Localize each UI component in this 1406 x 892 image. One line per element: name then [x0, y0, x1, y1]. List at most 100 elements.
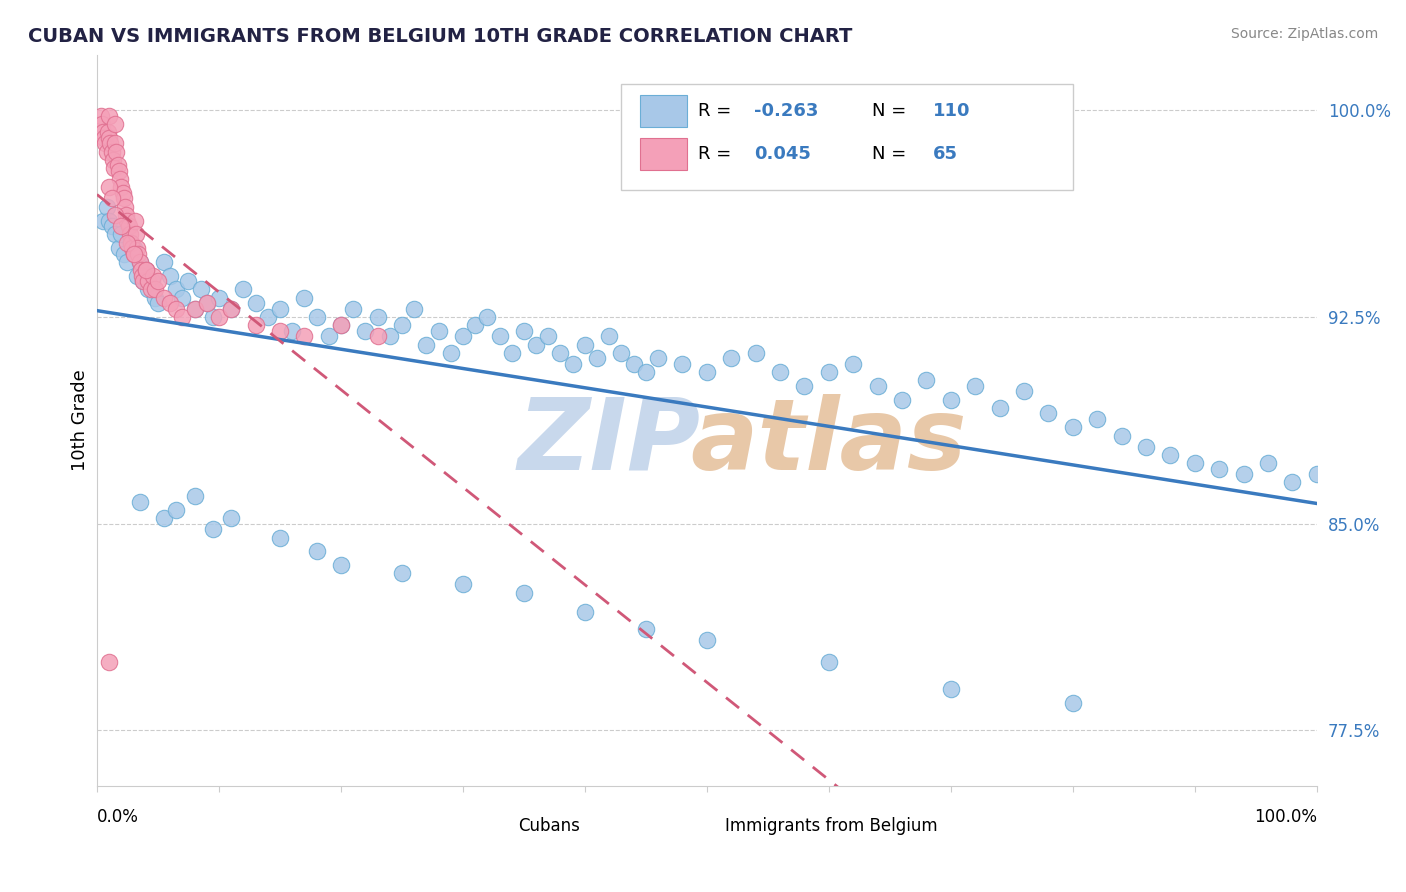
Point	[135, 263, 157, 277]
Point	[177, 274, 200, 288]
Point	[1062, 696, 1084, 710]
Point	[1281, 475, 1303, 490]
Point	[208, 310, 231, 324]
Point	[103, 161, 125, 176]
Point	[98, 109, 121, 123]
Point	[172, 310, 194, 324]
Point	[98, 655, 121, 669]
Point	[696, 365, 718, 379]
Point	[988, 401, 1011, 415]
Point	[256, 310, 278, 324]
Point	[104, 208, 127, 222]
Text: CUBAN VS IMMIGRANTS FROM BELGIUM 10TH GRADE CORRELATION CHART: CUBAN VS IMMIGRANTS FROM BELGIUM 10TH GR…	[28, 27, 852, 45]
Point	[128, 494, 150, 508]
Point	[128, 255, 150, 269]
Point	[1135, 440, 1157, 454]
Point	[120, 235, 142, 250]
Point	[108, 172, 131, 186]
Text: atlas: atlas	[690, 393, 967, 491]
Point	[292, 329, 315, 343]
Point	[219, 301, 242, 316]
Point	[818, 365, 841, 379]
Point	[145, 291, 167, 305]
Point	[112, 246, 135, 260]
Point	[1062, 420, 1084, 434]
Point	[281, 324, 304, 338]
FancyBboxPatch shape	[621, 85, 1073, 190]
Point	[132, 274, 155, 288]
Point	[671, 357, 693, 371]
Point	[101, 153, 124, 167]
Point	[696, 632, 718, 647]
Point	[342, 301, 364, 316]
Point	[118, 227, 141, 242]
Point	[96, 145, 118, 159]
Point	[744, 346, 766, 360]
Text: 0.045: 0.045	[755, 145, 811, 162]
Point	[153, 255, 176, 269]
Point	[91, 125, 114, 139]
Point	[477, 310, 499, 324]
Point	[115, 208, 138, 222]
Point	[245, 296, 267, 310]
Point	[97, 125, 120, 139]
Point	[135, 263, 157, 277]
Point	[329, 318, 352, 333]
Point	[404, 301, 426, 316]
Point	[391, 318, 413, 333]
Point	[623, 357, 645, 371]
Point	[136, 282, 159, 296]
Point	[537, 329, 560, 343]
Point	[190, 282, 212, 296]
Point	[125, 227, 148, 242]
Y-axis label: 10th Grade: 10th Grade	[72, 369, 89, 471]
Point	[318, 329, 340, 343]
Point	[100, 145, 122, 159]
Point	[574, 605, 596, 619]
Point	[415, 337, 437, 351]
Point	[647, 351, 669, 366]
Point	[165, 282, 187, 296]
Point	[513, 585, 536, 599]
Point	[378, 329, 401, 343]
Point	[153, 291, 176, 305]
Point	[269, 531, 291, 545]
Text: 100.0%: 100.0%	[1254, 807, 1317, 826]
Point	[135, 263, 157, 277]
Point	[183, 301, 205, 316]
Point	[146, 296, 169, 310]
Point	[634, 365, 657, 379]
Text: 0.0%: 0.0%	[97, 807, 139, 826]
Point	[219, 301, 242, 316]
Point	[524, 337, 547, 351]
Point	[107, 158, 129, 172]
Point	[110, 219, 132, 233]
Point	[141, 274, 163, 288]
Point	[634, 622, 657, 636]
Text: N =: N =	[872, 103, 911, 120]
Point	[159, 268, 181, 283]
Text: N =: N =	[872, 145, 911, 162]
Point	[269, 301, 291, 316]
Point	[391, 566, 413, 581]
Point	[91, 213, 114, 227]
Point	[117, 255, 139, 269]
Point	[94, 136, 117, 151]
Point	[1233, 467, 1256, 482]
Point	[1038, 407, 1060, 421]
Point	[96, 200, 118, 214]
Point	[195, 296, 218, 310]
Point	[208, 291, 231, 305]
Point	[165, 301, 187, 316]
FancyBboxPatch shape	[681, 815, 716, 840]
Text: Source: ZipAtlas.com: Source: ZipAtlas.com	[1230, 27, 1378, 41]
Point	[159, 296, 181, 310]
Point	[108, 164, 131, 178]
Point	[127, 268, 149, 283]
Point	[451, 577, 474, 591]
Point	[129, 263, 152, 277]
Text: 110: 110	[932, 103, 970, 120]
Point	[939, 392, 962, 407]
Point	[195, 296, 218, 310]
Point	[136, 274, 159, 288]
